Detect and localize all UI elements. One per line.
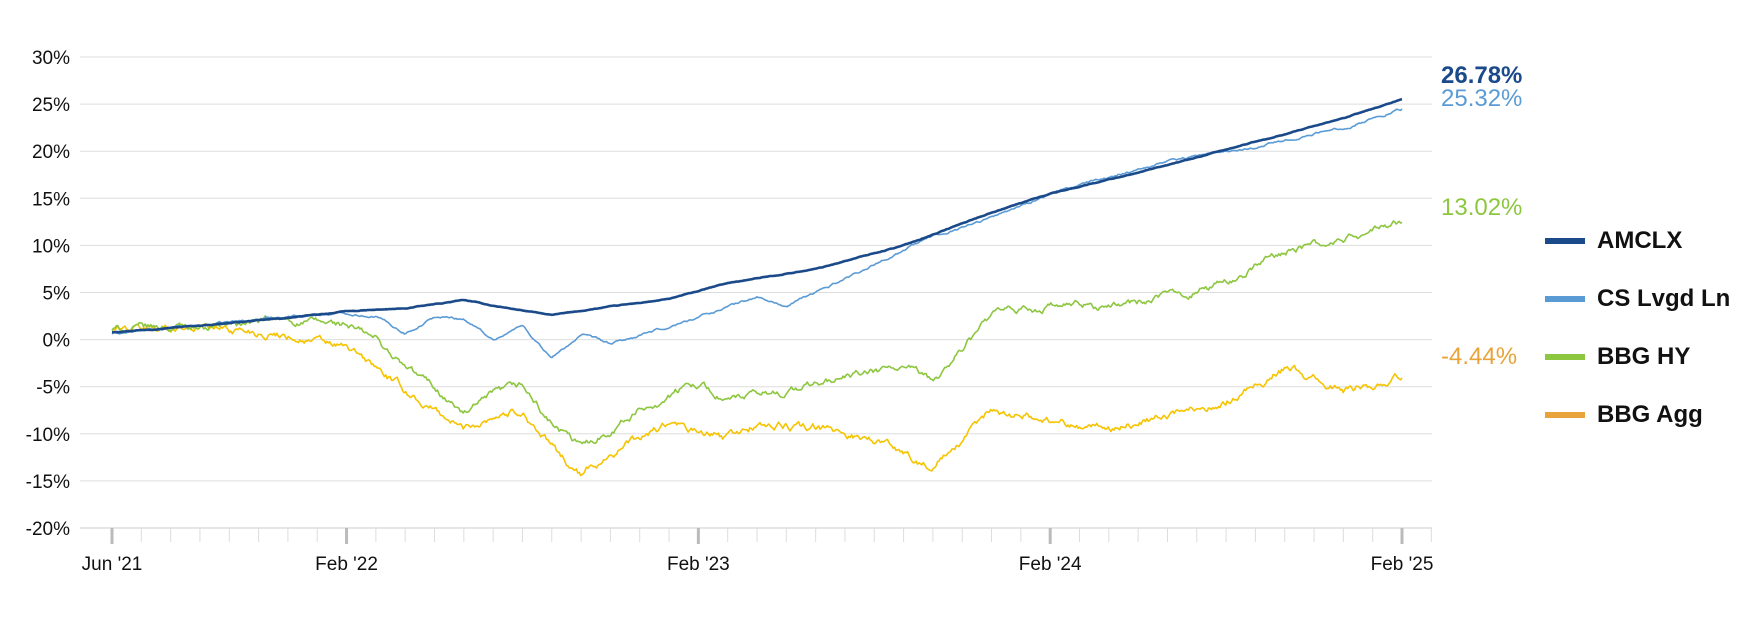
series-lines xyxy=(111,98,1403,477)
x-tick-label: Jun '21 xyxy=(82,554,143,575)
end-value-labels: 26.78%25.32% 13.02% -4.44% xyxy=(1441,62,1522,370)
end-value-label: 26.78% xyxy=(1441,62,1522,89)
y-tick-label: 5% xyxy=(43,284,71,305)
x-tick-label: Feb '24 xyxy=(1019,554,1082,575)
legend-item: BBG Agg xyxy=(1545,386,1730,444)
y-tick-label: 20% xyxy=(32,142,70,163)
end-value-label: 13.02% xyxy=(1441,194,1522,221)
y-tick-label: -5% xyxy=(36,378,70,399)
x-tick-label: Feb '22 xyxy=(315,554,378,575)
y-tick-label: 15% xyxy=(32,189,70,210)
y-tick-label: 0% xyxy=(43,331,71,352)
y-tick-label: -15% xyxy=(26,472,70,493)
legend-item: AMCLX xyxy=(1545,212,1730,270)
y-tick-label: -10% xyxy=(26,425,70,446)
end-value-label: -4.44% xyxy=(1441,343,1517,370)
x-axis: Jun '21 Feb '22 Feb '23 Feb '24 Feb '25 xyxy=(80,527,1434,575)
end-value-label: 25.32% xyxy=(1441,85,1522,112)
legend-swatch xyxy=(1545,354,1585,360)
legend-swatch xyxy=(1545,296,1585,302)
y-tick-label: 10% xyxy=(32,236,70,257)
y-tick-label: 30% xyxy=(32,48,70,69)
legend-label: BBG HY xyxy=(1597,343,1691,370)
legend-item: BBG HY xyxy=(1545,328,1730,386)
y-tick-label: 25% xyxy=(32,95,70,116)
legend-label: CS Lvgd Ln xyxy=(1597,285,1731,312)
chart-legend: AMCLX CS Lvgd Ln BBG HY BBG Agg xyxy=(1545,212,1730,444)
series-line-bbg-hy xyxy=(111,220,1403,445)
x-tick-label: Feb '23 xyxy=(667,554,730,575)
legend-swatch xyxy=(1545,238,1585,244)
legend-label: BBG Agg xyxy=(1597,401,1703,428)
y-axis-ticks: 30% 25% 20% 15% 10% 5% 0% -5% -10% -15% -20% xyxy=(26,48,70,540)
series-line-bbg-agg xyxy=(111,322,1403,477)
series-line-amclx xyxy=(111,98,1403,334)
legend-item: CS Lvgd Ln xyxy=(1545,270,1730,328)
grid-lines xyxy=(80,56,1432,529)
x-tick-label: Feb '25 xyxy=(1371,554,1434,575)
legend-label: AMCLX xyxy=(1597,227,1683,254)
legend-swatch xyxy=(1545,412,1585,418)
y-tick-label: -20% xyxy=(26,519,70,540)
series-line-cs-lvgd-ln xyxy=(111,108,1403,359)
